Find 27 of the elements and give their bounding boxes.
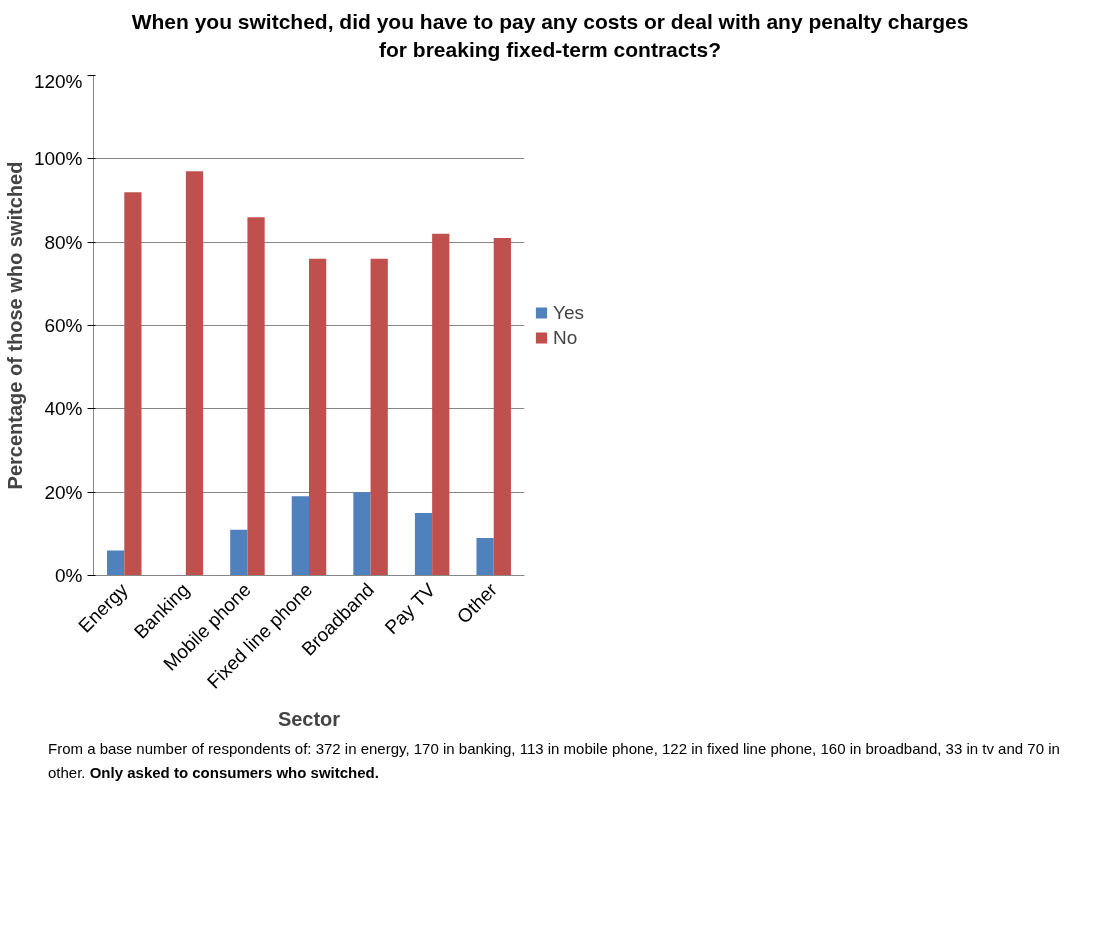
bar	[309, 258, 327, 576]
bar	[291, 496, 309, 576]
x-tick-label: Pay TV	[380, 578, 440, 638]
chart-title: When you switched, did you have to pay any costs or deal with any penalty charges for breaking fixed-term contracts?	[130, 9, 970, 64]
y-tick-label: 0%	[55, 564, 83, 586]
bar	[185, 171, 204, 576]
y-tick-label: 120%	[33, 70, 83, 92]
bar	[414, 512, 433, 576]
bar	[230, 529, 248, 576]
y-tick-label: 40%	[44, 398, 83, 420]
y-tick-label: 100%	[33, 148, 83, 170]
bar	[124, 191, 142, 576]
bar	[476, 537, 494, 576]
y-tick-label: 60%	[44, 314, 83, 336]
legend-label: No	[553, 326, 578, 349]
y-tick-label: 20%	[44, 481, 83, 503]
text: Only asked to consumers who switched.	[89, 763, 379, 781]
bar	[370, 258, 388, 576]
legend-label: Yes	[553, 301, 584, 324]
bar	[247, 216, 265, 576]
bar	[353, 491, 371, 576]
x-axis-title: Sector	[277, 707, 341, 730]
bar	[107, 550, 125, 576]
y-tick-label: 80%	[44, 231, 83, 253]
y-axis-title: Percentage of those who switched	[3, 161, 26, 490]
bar	[493, 237, 511, 576]
bar	[432, 233, 450, 576]
